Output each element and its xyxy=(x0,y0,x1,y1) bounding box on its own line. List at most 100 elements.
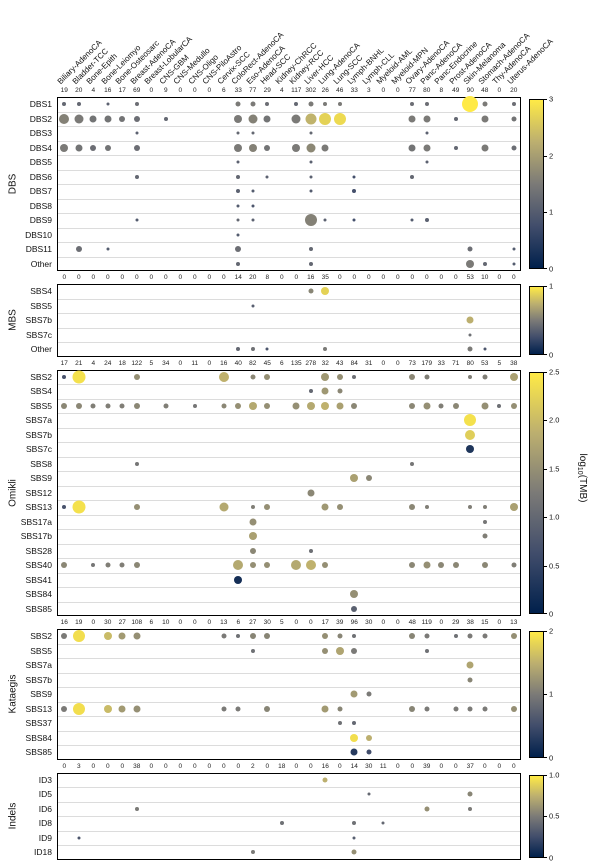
bubble xyxy=(337,706,343,712)
gridline xyxy=(57,327,521,329)
gridline xyxy=(57,198,521,200)
row-label: SBS4 xyxy=(30,286,52,296)
sample-count: 0 xyxy=(453,274,458,281)
sample-count: 0 xyxy=(120,274,125,281)
sample-count: 16 xyxy=(60,619,68,626)
bubble xyxy=(482,261,487,266)
row-label: SBS17b xyxy=(20,531,52,541)
bubble xyxy=(249,518,257,526)
sample-count: 32 xyxy=(321,359,329,367)
bubble xyxy=(409,562,416,569)
bubble xyxy=(89,115,97,123)
gridline xyxy=(57,298,521,300)
gridline xyxy=(57,701,521,703)
sample-count: 80 xyxy=(423,87,431,94)
row-label: SBS5 xyxy=(30,400,52,411)
panel-frame xyxy=(57,369,521,616)
colorbar-tick-label: 2 xyxy=(549,151,554,161)
sample-count: 11 xyxy=(191,359,199,367)
bubble xyxy=(134,461,139,466)
bubble xyxy=(409,402,416,409)
sample-count: 82 xyxy=(249,359,257,367)
sample-count: 30 xyxy=(365,619,373,626)
row-label: DBS11 xyxy=(25,244,52,254)
row-label: SBS13 xyxy=(25,502,52,512)
bubble xyxy=(118,705,126,713)
bubble xyxy=(62,374,67,379)
sample-count: 0 xyxy=(410,274,415,281)
bubble xyxy=(453,634,458,639)
bubble xyxy=(337,721,342,726)
bubble xyxy=(309,175,313,179)
sample-count: 278 xyxy=(305,359,317,367)
bubble xyxy=(251,204,255,208)
sample-count: 108 xyxy=(131,619,143,626)
bubble xyxy=(76,102,81,107)
row-label: DBS2 xyxy=(29,113,52,124)
bubble xyxy=(264,562,271,569)
colorbar-tick-label: 0 xyxy=(549,853,554,862)
bubble xyxy=(279,821,284,826)
bubble xyxy=(105,562,111,568)
sample-count: 0 xyxy=(453,762,458,770)
bubble xyxy=(264,705,271,712)
bubble xyxy=(482,519,487,524)
bubble xyxy=(424,374,430,380)
gridline xyxy=(57,213,521,214)
bubble xyxy=(104,115,112,123)
sample-count: 77 xyxy=(249,87,257,94)
colorbar-tick-label: 2.0 xyxy=(549,415,560,425)
bubble xyxy=(322,777,328,783)
bubble xyxy=(304,214,317,227)
sample-count: 40 xyxy=(234,359,242,367)
bubble xyxy=(423,402,431,410)
bubble xyxy=(74,114,84,124)
gridline xyxy=(57,256,521,258)
bubble xyxy=(336,402,344,410)
sample-count: 10 xyxy=(481,274,489,281)
sample-count: 4 xyxy=(279,87,284,94)
row-label: SBS12 xyxy=(25,487,52,498)
bubble xyxy=(482,505,487,510)
sample-count: 122 xyxy=(131,359,143,367)
sample-count: 38 xyxy=(510,359,518,367)
bubble xyxy=(235,706,241,712)
bubble xyxy=(294,102,299,107)
sample-count: 0 xyxy=(381,87,386,94)
row-label: DBS5 xyxy=(29,157,52,167)
bubble xyxy=(351,849,357,855)
bubble xyxy=(468,806,473,811)
bubble xyxy=(351,402,358,409)
sample-count: 3 xyxy=(76,762,81,770)
row-label: DBS9 xyxy=(29,215,52,225)
sample-count: 17 xyxy=(118,87,126,94)
bubble xyxy=(381,821,385,825)
bubble xyxy=(104,144,111,151)
sample-count: 0 xyxy=(105,274,110,281)
bubble xyxy=(163,403,169,409)
bubble xyxy=(350,748,358,756)
bubble xyxy=(236,204,240,208)
row-label: SBS5 xyxy=(30,300,52,311)
sample-count: 302 xyxy=(305,87,317,94)
gridline xyxy=(57,384,521,385)
bubble xyxy=(482,101,488,107)
colorbar-tick-label: 0.5 xyxy=(549,811,560,821)
sample-count: 26 xyxy=(321,87,329,94)
bubble xyxy=(308,389,313,394)
bubble xyxy=(453,116,458,121)
sample-count: 135 xyxy=(290,359,302,367)
gridline xyxy=(57,529,521,530)
panel-frame xyxy=(57,97,521,271)
bubble xyxy=(307,489,315,497)
bubble xyxy=(466,661,474,669)
sample-count: 0 xyxy=(265,762,270,770)
sample-count: 31 xyxy=(365,359,373,367)
bubble xyxy=(264,144,271,151)
sample-count: 0 xyxy=(381,619,386,626)
bubble xyxy=(510,402,517,409)
bubble xyxy=(410,461,415,466)
bubble xyxy=(265,347,269,351)
bubble xyxy=(465,429,476,440)
colorbar-tick-label: 1.0 xyxy=(549,512,560,522)
